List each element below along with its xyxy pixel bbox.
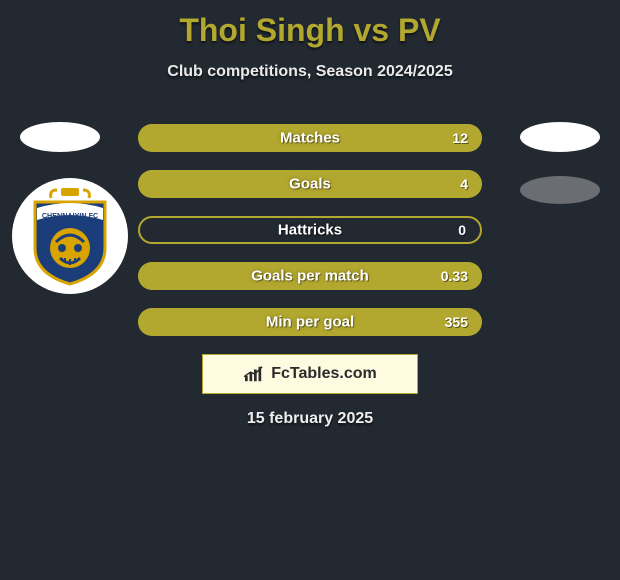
stat-label: Min per goal — [266, 314, 354, 331]
stat-label: Hattricks — [278, 222, 342, 239]
stat-value: 12 — [452, 130, 468, 146]
footer-date: 15 february 2025 — [247, 410, 373, 428]
stat-label: Matches — [280, 130, 340, 147]
stat-value: 0 — [458, 222, 466, 238]
stat-bar: Min per goal 355 — [138, 308, 482, 336]
stat-label: Goals per match — [251, 268, 369, 285]
club-crest-left: CHENNAIYIN FC — [12, 178, 128, 294]
stat-bars: Matches 12 Goals 4 Hattricks 0 Goals per match… — [138, 124, 482, 354]
bar-chart-icon — [243, 365, 265, 383]
stat-value: 0.33 — [441, 268, 468, 284]
stat-bar: Matches 12 — [138, 124, 482, 152]
stat-label: Goals — [289, 176, 331, 193]
brand-badge[interactable]: FcTables.com — [202, 354, 418, 394]
page-title: Thoi Singh vs PV — [0, 0, 620, 49]
brand-text: FcTables.com — [271, 365, 377, 383]
crest-label: CHENNAIYIN FC — [42, 211, 98, 220]
player-avatar-right — [520, 122, 600, 152]
page-subtitle: Club competitions, Season 2024/2025 — [0, 63, 620, 81]
stat-value: 355 — [445, 314, 468, 330]
stat-value: 4 — [460, 176, 468, 192]
player-avatar-left — [20, 122, 100, 152]
shield-icon: CHENNAIYIN FC — [27, 186, 113, 286]
club-badge-right — [520, 176, 600, 204]
infographic-root: Thoi Singh vs PV Club competitions, Seas… — [0, 0, 620, 580]
stat-bar: Hattricks 0 — [138, 216, 482, 244]
stat-bar: Goals per match 0.33 — [138, 262, 482, 290]
stat-bar: Goals 4 — [138, 170, 482, 198]
